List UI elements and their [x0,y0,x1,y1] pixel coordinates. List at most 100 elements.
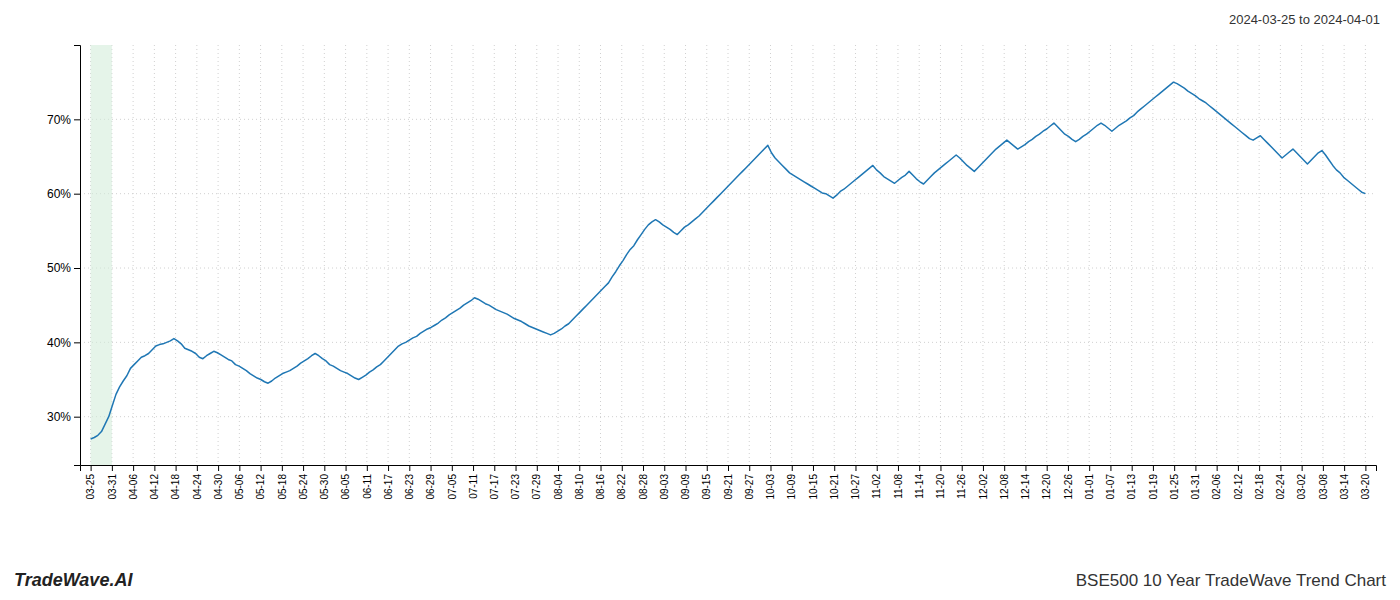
x-tick-label: 11-14 [914,474,925,499]
x-grid-line [324,45,325,465]
x-tick-label: 01-25 [1169,474,1180,500]
x-grid-line [1174,45,1175,465]
x-tick-mark [1217,465,1218,471]
x-tick: 10-15 [808,465,819,500]
x-tick: 01-07 [1105,465,1116,500]
x-tick-mark [133,465,134,471]
x-tick: 03-08 [1318,465,1329,500]
x-grid-line [218,45,219,465]
x-grid-line [1280,45,1281,465]
x-tick-label: 07-05 [447,474,458,500]
x-grid-line [982,45,983,465]
x-tick: 06-05 [340,465,351,500]
x-tick-mark [367,465,368,471]
x-tick-label: 03-25 [85,474,96,500]
x-tick-label: 08-28 [638,474,649,500]
x-tick: 08-16 [595,465,606,500]
x-tick-mark [473,465,474,471]
x-tick: 05-30 [319,465,330,500]
x-tick-mark [516,465,517,471]
x-tick-mark [983,465,984,471]
x-grid-line [473,45,474,465]
x-grid-line [1004,45,1005,465]
x-tick: 03-02 [1296,465,1307,500]
x-tick-mark [1025,465,1026,471]
x-grid-line [855,45,856,465]
x-tick-label: 11-08 [893,474,904,499]
x-tick: 10-09 [786,465,797,500]
x-tick-mark [1174,465,1175,471]
x-tick: 09-09 [680,465,691,500]
x-tick-label: 09-27 [744,474,755,500]
x-tick-mark [770,465,771,471]
x-tick-label: 10-09 [786,474,797,500]
x-tick-label: 10-15 [808,474,819,500]
x-tick: 07-05 [447,465,458,500]
x-tick: 02-12 [1233,465,1244,500]
x-tick: 03-31 [107,465,118,500]
x-tick: 12-14 [1020,465,1031,500]
x-grid-line [1301,45,1302,465]
x-tick: 04-30 [213,465,224,500]
x-grid-line [1067,45,1068,465]
x-tick-mark [664,465,665,471]
x-tick: 12-02 [978,465,989,500]
x-tick-label: 12-26 [1063,474,1074,500]
x-tick-label: 01-13 [1126,474,1137,500]
x-tick-mark [282,465,283,471]
x-tick-mark [855,465,856,471]
x-tick-label: 01-01 [1084,474,1095,500]
x-grid-line [834,45,835,465]
x-tick-label: 09-15 [701,474,712,500]
x-tick: 11-26 [956,465,967,499]
x-tick: 12-20 [1041,465,1052,500]
x-tick-label: 12-20 [1041,474,1052,500]
x-tick-mark [686,465,687,471]
x-tick: 01-13 [1126,465,1137,500]
y-tick-label: 30% [47,410,71,424]
y-tick-label: 50% [47,261,71,275]
x-tick-label: 03-31 [107,474,118,500]
x-tick-label: 07-11 [468,474,479,499]
x-grid-line [1046,45,1047,465]
x-tick: 01-31 [1190,465,1201,500]
x-tick: 10-21 [829,465,840,500]
x-tick-label: 02-18 [1254,474,1265,500]
x-tick-mark [431,465,432,471]
x-grid-line [1110,45,1111,465]
x-grid-line [770,45,771,465]
x-tick: 10-27 [850,465,861,500]
subtitle: 2024-03-25 to 2024-04-01 [1229,12,1380,27]
x-tick-label: 08-10 [574,474,585,500]
x-grid-line [749,45,750,465]
x-tick-mark [494,465,495,471]
y-tick: 70% [47,113,80,127]
x-tick-label: 08-22 [616,474,627,500]
x-tick-mark [579,465,580,471]
x-tick: 07-29 [531,465,542,500]
x-grid-line [600,45,601,465]
x-tick-label: 09-09 [680,474,691,500]
x-grid-line [579,45,580,465]
x-grid-line [281,45,282,465]
x-grid-line [1152,45,1153,465]
x-tick: 09-15 [701,465,712,500]
x-grid-line [1195,45,1196,465]
x-tick-label: 02-24 [1275,474,1286,500]
x-tick-mark [622,465,623,471]
y-tick-label: 70% [47,113,71,127]
x-tick-mark [261,465,262,471]
x-grid-line [494,45,495,465]
x-grid-line [728,45,729,465]
x-tick-label: 11-20 [935,474,946,499]
x-tick-mark [601,465,602,471]
x-grid-line [664,45,665,465]
x-tick-label: 06-11 [362,474,373,499]
x-tick: 02-18 [1254,465,1265,500]
x-tick-mark [1132,465,1133,471]
x-tick-label: 07-17 [489,474,500,500]
x-tick-label: 08-04 [553,474,564,500]
x-grid-line [133,45,134,465]
y-tick-label: 60% [47,187,71,201]
x-tick-label: 06-17 [383,474,394,500]
